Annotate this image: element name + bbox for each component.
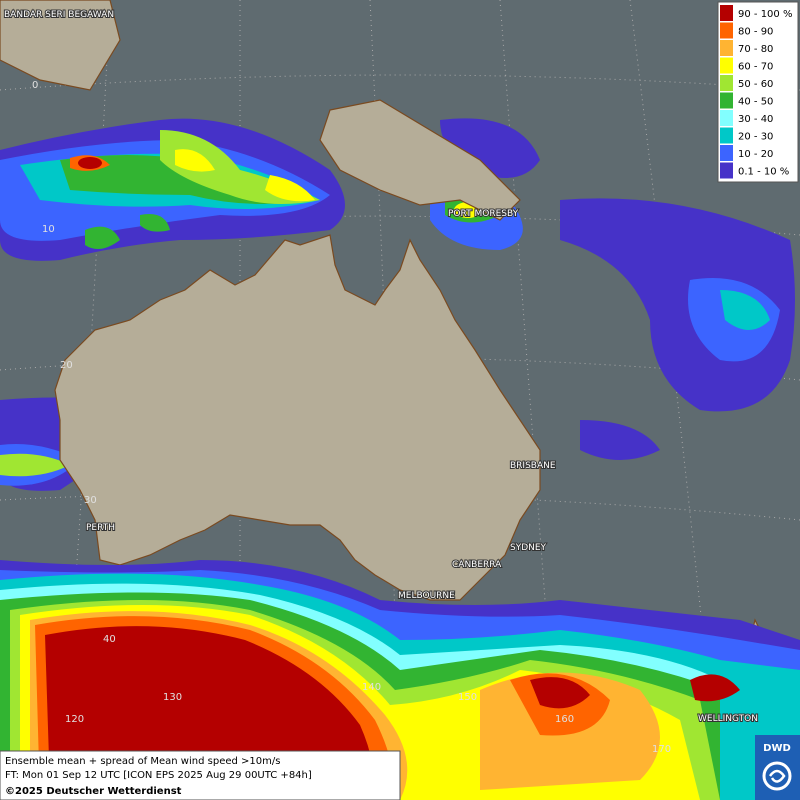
legend-label: 60 - 70 (738, 62, 773, 73)
logo-swirl (768, 769, 786, 783)
lon-label: 120 (65, 714, 84, 725)
city-label: CANBERRA (452, 560, 502, 570)
lon-label: 150 (458, 692, 477, 703)
caption-line: FT: Mon 01 Sep 12 UTC [ICON EPS 2025 Aug… (5, 770, 312, 781)
city-label: PERTH (86, 523, 115, 533)
lon-label: 130 (163, 692, 182, 703)
cities: BANDAR SERI BEGAWAN PORT MORESBY BRISBAN… (3, 9, 759, 725)
lat-label: 20 (60, 360, 73, 371)
city-label: PORT MORESBY (448, 209, 519, 219)
legend-swatch (720, 92, 733, 109)
legend-swatch (720, 5, 733, 21)
lat-label: 30 (84, 495, 97, 506)
lat-label: 40 (103, 634, 116, 645)
city-label: BANDAR SERI BEGAWAN (4, 10, 114, 20)
land (0, 0, 791, 771)
legend-label: 20 - 30 (738, 132, 773, 143)
legend-swatch (720, 22, 733, 39)
legend-swatch (720, 57, 733, 74)
legend-swatch (720, 110, 733, 126)
caption: Ensemble mean + spread of Mean wind spee… (0, 750, 401, 800)
caption-line: Ensemble mean + spread of Mean wind spee… (5, 756, 280, 767)
grid-labels: 0 10 20 30 40 120 130 140 150 160 170 (32, 80, 671, 755)
legend-label: 80 - 90 (738, 27, 773, 38)
legend-label: 0.1 - 10 % (738, 167, 789, 178)
legend-label: 40 - 50 (738, 97, 773, 108)
city-label: MELBOURNE (398, 591, 455, 601)
legend-swatch (720, 40, 733, 56)
legend-label: 30 - 40 (738, 114, 773, 125)
legend-label: 70 - 80 (738, 44, 773, 55)
logo-icon (762, 761, 792, 791)
city-label: SYDNEY (510, 543, 547, 553)
copyright: ©2025 Deutscher Wetterdienst (5, 786, 182, 797)
lat-label: 0 (32, 80, 38, 91)
lat-label: 10 (42, 224, 55, 235)
city-label: BRISBANE (510, 461, 556, 471)
legend-label: 50 - 60 (738, 79, 773, 90)
lon-label: 160 (555, 714, 574, 725)
logo-text: DWD (763, 743, 791, 754)
legend-label: 10 - 20 (738, 149, 773, 160)
lon-label: 170 (652, 744, 671, 755)
legend-swatch (720, 127, 733, 144)
lon-label: 140 (362, 682, 381, 693)
legend-swatch (720, 75, 733, 91)
legend-label: 90 - 100 % (738, 9, 792, 20)
legend-swatch (720, 162, 733, 179)
caption-box (0, 750, 401, 800)
logo: DWD (755, 735, 800, 800)
legend: 90 - 100 % 80 - 90 70 - 80 60 - 70 50 - 60 40… (717, 1, 799, 183)
city-label: WELLINGTON (698, 714, 758, 724)
legend-swatch (720, 145, 733, 161)
wind-south (0, 560, 800, 800)
